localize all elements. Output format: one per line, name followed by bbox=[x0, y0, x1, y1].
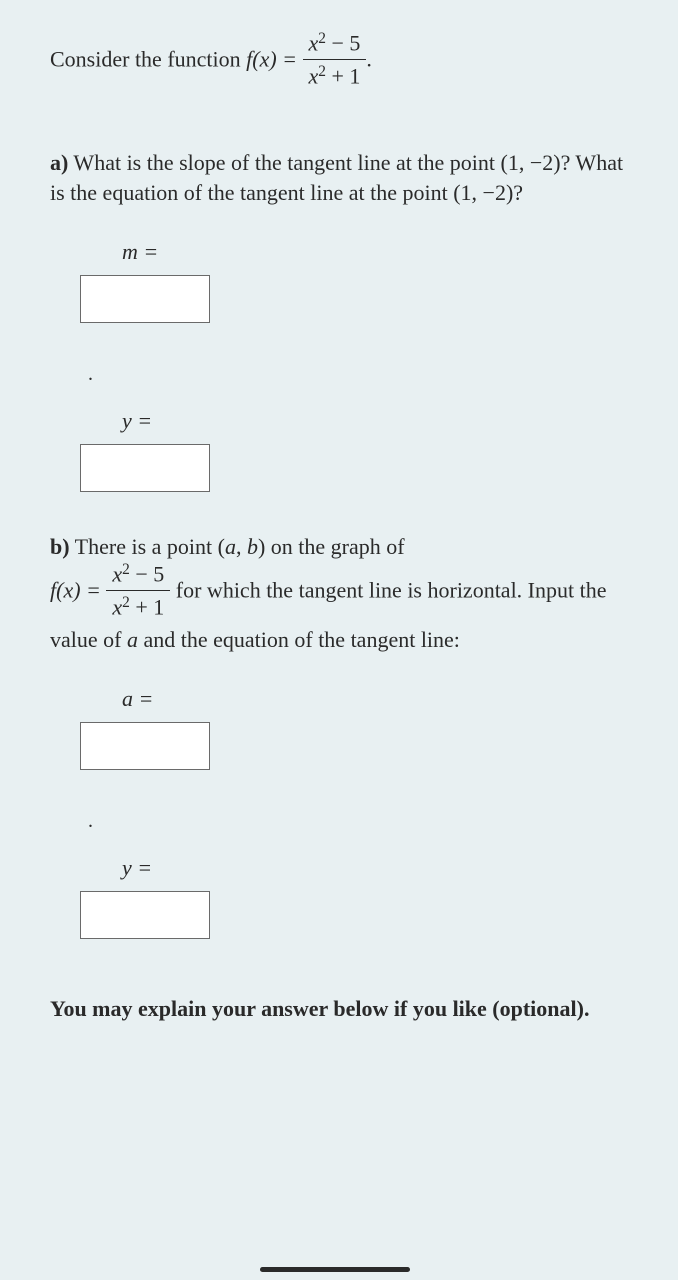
den-rest: + 1 bbox=[326, 63, 360, 88]
a-label: a = bbox=[122, 684, 628, 714]
bottom-handle bbox=[260, 1267, 410, 1272]
num-x: x bbox=[309, 30, 319, 55]
part-a-q1: What is the slope of the tangent line at… bbox=[68, 150, 500, 175]
part-a-q3: ? bbox=[513, 180, 523, 205]
m-answer-block: m = bbox=[80, 237, 628, 323]
part-b-label: b) bbox=[50, 534, 70, 559]
b-den-x: x bbox=[112, 595, 122, 620]
y2-label: y = bbox=[122, 853, 628, 883]
intro-func-lhs: f(x) = bbox=[246, 47, 302, 72]
num-rest: − 5 bbox=[326, 30, 360, 55]
part-a-answers: m = . y = bbox=[80, 237, 628, 491]
y2-answer-block: y = bbox=[80, 853, 628, 939]
m-label: m = bbox=[122, 237, 628, 267]
b-num-rest: − 5 bbox=[130, 562, 164, 587]
part-a: a) What is the slope of the tangent line… bbox=[50, 148, 628, 492]
intro-prefix: Consider the function bbox=[50, 47, 246, 72]
den-exp: 2 bbox=[318, 63, 326, 80]
intro-period: . bbox=[366, 47, 372, 72]
y1-answer-block: y = bbox=[80, 406, 628, 492]
b-den-exp: 2 bbox=[122, 594, 130, 611]
intro-text: Consider the function f(x) = x2 − 5 x2 +… bbox=[50, 30, 628, 93]
y1-input[interactable] bbox=[80, 444, 210, 492]
part-a-point1: (1, −2) bbox=[501, 150, 561, 175]
intro-fraction: x2 − 5 x2 + 1 bbox=[303, 28, 367, 91]
part-b-answers: a = . y = bbox=[80, 684, 628, 938]
separator-dot: . bbox=[88, 361, 628, 388]
footer-note: You may explain your answer below if you… bbox=[50, 994, 628, 1024]
separator-dot-b: . bbox=[88, 808, 628, 835]
part-a-point2: (1, −2) bbox=[453, 180, 513, 205]
part-a-label: a) bbox=[50, 150, 68, 175]
m-input[interactable] bbox=[80, 275, 210, 323]
part-b-t2: on the graph of bbox=[265, 534, 404, 559]
part-b-a: a bbox=[127, 627, 138, 652]
part-b-t1: There is a point bbox=[70, 534, 218, 559]
a-answer-block: a = bbox=[80, 684, 628, 770]
part-b-func-lhs: f(x) = bbox=[50, 578, 106, 603]
b-den-rest: + 1 bbox=[130, 595, 164, 620]
y2-input[interactable] bbox=[80, 891, 210, 939]
den-x: x bbox=[309, 63, 319, 88]
num-exp: 2 bbox=[318, 30, 326, 47]
a-input[interactable] bbox=[80, 722, 210, 770]
b-num-exp: 2 bbox=[122, 561, 130, 578]
part-b: b) There is a point (a, b) on the graph … bbox=[50, 532, 628, 939]
part-b-t4: and the equation of the tangent line: bbox=[138, 627, 460, 652]
y1-label: y = bbox=[122, 406, 628, 436]
part-b-fraction: x2 − 5 x2 + 1 bbox=[106, 559, 170, 622]
footer-bold: You may explain your answer below if you… bbox=[50, 996, 589, 1021]
part-b-ab: (a, b) bbox=[218, 534, 266, 559]
b-num-x: x bbox=[112, 562, 122, 587]
